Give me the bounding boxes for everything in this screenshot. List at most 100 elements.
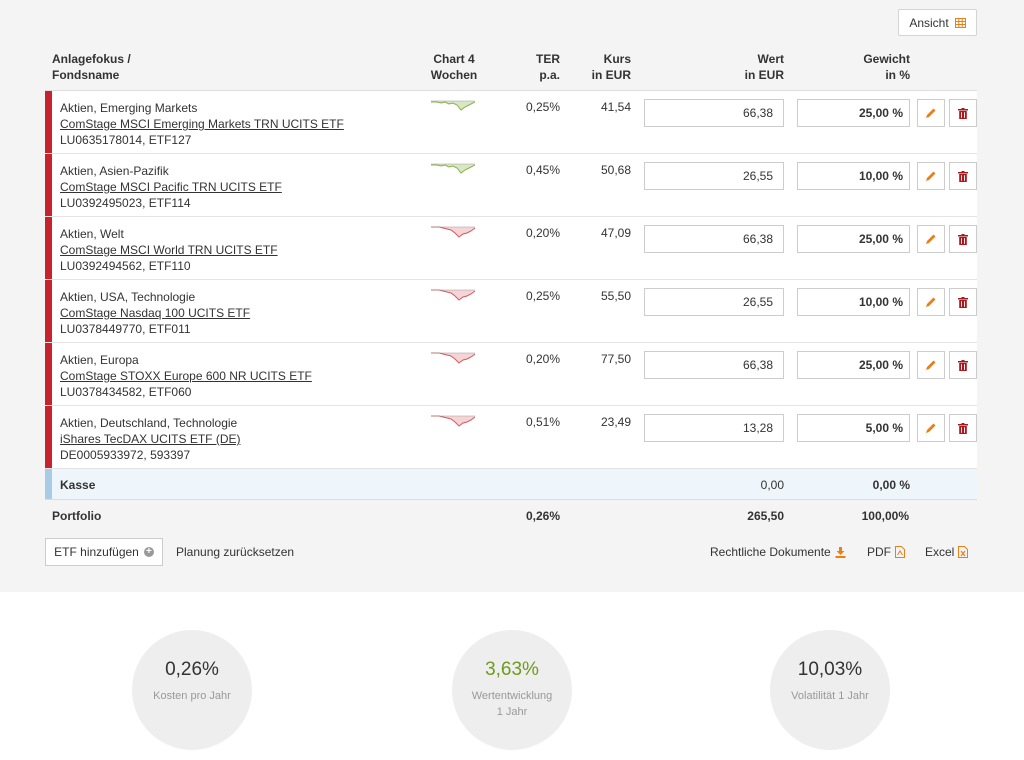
delete-button[interactable]	[949, 414, 977, 442]
add-etf-button[interactable]: ETF hinzufügen +	[45, 538, 163, 566]
table-row: Aktien, Deutschland, Technologie iShares…	[45, 406, 977, 469]
portfolio-wert: 265,50	[747, 509, 784, 523]
delete-button[interactable]	[949, 162, 977, 190]
category-bar	[45, 343, 52, 405]
fund-name-link[interactable]: ComStage MSCI World TRN UCITS ETF	[60, 243, 278, 257]
fund-name-link[interactable]: iShares TecDAX UCITS ETF (DE)	[60, 432, 241, 446]
fund-isin: LU0378449770, ETF011	[60, 322, 191, 336]
edit-button[interactable]	[917, 351, 945, 379]
edit-button[interactable]	[917, 162, 945, 190]
kurs-value: 55,50	[600, 289, 631, 303]
category-bar	[45, 217, 52, 279]
sparkline-area	[431, 416, 475, 426]
edit-button[interactable]	[917, 288, 945, 316]
sparkline-chart	[431, 289, 475, 301]
pencil-icon	[926, 423, 936, 433]
table-row: Aktien, USA, Technologie ComStage Nasdaq…	[45, 280, 977, 343]
trash-icon	[958, 170, 968, 182]
view-button[interactable]: Ansicht	[898, 9, 977, 36]
table-grid-icon	[954, 17, 966, 28]
wert-input[interactable]: 26,55	[644, 162, 784, 190]
pencil-icon	[926, 108, 936, 118]
table-row: Aktien, Europa ComStage STOXX Europe 600…	[45, 343, 977, 406]
fund-name-link[interactable]: ComStage STOXX Europe 600 NR UCITS ETF	[60, 369, 312, 383]
table-row: Aktien, Asien-Pazifik ComStage MSCI Paci…	[45, 154, 977, 217]
edit-button[interactable]	[917, 225, 945, 253]
stat-costs-value: 0,26%	[165, 659, 219, 680]
header-fund-label: Fondsname	[52, 68, 120, 82]
header-wert-label-2: in EUR	[744, 68, 784, 82]
ter-value: 0,20%	[525, 352, 560, 366]
cash-gewicht: 0,00 %	[872, 478, 910, 492]
pencil-icon	[926, 234, 936, 244]
trash-icon	[958, 233, 968, 245]
delete-button[interactable]	[949, 99, 977, 127]
wert-input[interactable]: 66,38	[644, 99, 784, 127]
kurs-value: 47,09	[600, 226, 631, 240]
gewicht-input[interactable]: 10,00 %	[797, 162, 910, 190]
trash-icon	[958, 107, 968, 119]
sparkline-line	[431, 164, 475, 174]
gewicht-input[interactable]: 25,00 %	[797, 351, 910, 379]
sparkline-line	[431, 226, 475, 238]
sparkline-chart	[431, 163, 475, 174]
fund-focus: Aktien, Europa	[60, 353, 139, 367]
header-chart-label-2: Wochen	[430, 68, 478, 82]
header-wert-label-1: Wert	[757, 52, 784, 66]
fund-isin: LU0392494562, ETF110	[60, 259, 191, 273]
pencil-icon	[926, 297, 936, 307]
header-ter-label-1: TER	[536, 52, 560, 66]
legal-documents-link[interactable]: Rechtliche Dokumente	[710, 545, 846, 559]
table-row: Aktien, Welt ComStage MSCI World TRN UCI…	[45, 217, 977, 280]
pdf-link[interactable]: PDF	[867, 545, 905, 559]
category-bar	[45, 154, 52, 216]
fund-focus: Aktien, Deutschland, Technologie	[60, 416, 238, 430]
header-chart: Chart 4 Wochen	[425, 51, 483, 83]
fund-focus: Aktien, Asien-Pazifik	[60, 164, 169, 178]
wert-input[interactable]: 66,38	[644, 351, 784, 379]
wert-input[interactable]: 13,28	[644, 414, 784, 442]
gewicht-input[interactable]: 5,00 %	[797, 414, 910, 442]
sparkline-chart	[431, 100, 475, 111]
view-button-label: Ansicht	[909, 15, 949, 30]
stat-volatility-label: Volatilität 1 Jahr	[791, 690, 869, 702]
portfolio-ter: 0,26%	[525, 509, 560, 523]
gewicht-input[interactable]: 25,00 %	[797, 99, 910, 127]
fund-isin: LU0392495023, ETF114	[60, 196, 191, 210]
gewicht-input[interactable]: 10,00 %	[797, 288, 910, 316]
kurs-value: 77,50	[600, 352, 631, 366]
trash-icon	[958, 359, 968, 371]
kurs-value: 50,68	[600, 163, 631, 177]
portfolio-gewicht: 100,00%	[861, 509, 909, 523]
delete-button[interactable]	[949, 225, 977, 253]
fund-name-link[interactable]: ComStage MSCI Pacific TRN UCITS ETF	[60, 180, 282, 194]
wert-input[interactable]: 66,38	[644, 225, 784, 253]
header-gewicht-label-2: in %	[885, 68, 910, 82]
gewicht-input[interactable]: 25,00 %	[797, 225, 910, 253]
ter-value: 0,45%	[525, 163, 560, 177]
add-etf-label: ETF hinzufügen	[54, 545, 139, 559]
edit-button[interactable]	[917, 414, 945, 442]
header-chart-label-1: Chart 4	[433, 52, 475, 66]
cash-wert: 0,00	[760, 478, 784, 492]
sparkline-area	[431, 353, 475, 363]
fund-focus: Aktien, Emerging Markets	[60, 101, 198, 115]
plus-circle-icon: +	[143, 547, 154, 557]
delete-button[interactable]	[949, 288, 977, 316]
reset-planning-link[interactable]: Planung zurücksetzen	[176, 545, 295, 559]
delete-button[interactable]	[949, 351, 977, 379]
portfolio-label: Portfolio	[52, 509, 102, 523]
sparkline-line	[431, 101, 475, 111]
table-top-divider	[45, 90, 977, 91]
header-focus-label: Anlagefokus /	[52, 52, 131, 66]
sparkline-chart	[431, 352, 475, 364]
sparkline-line	[431, 352, 475, 364]
excel-link[interactable]: Excel	[925, 545, 969, 559]
excel-label: Excel	[925, 545, 955, 559]
fund-name-link[interactable]: ComStage MSCI Emerging Markets TRN UCITS…	[60, 117, 344, 131]
wert-input[interactable]: 26,55	[644, 288, 784, 316]
ter-value: 0,51%	[525, 415, 560, 429]
edit-button[interactable]	[917, 99, 945, 127]
sparkline-line	[431, 289, 475, 301]
fund-name-link[interactable]: ComStage Nasdaq 100 UCITS ETF	[60, 306, 251, 320]
